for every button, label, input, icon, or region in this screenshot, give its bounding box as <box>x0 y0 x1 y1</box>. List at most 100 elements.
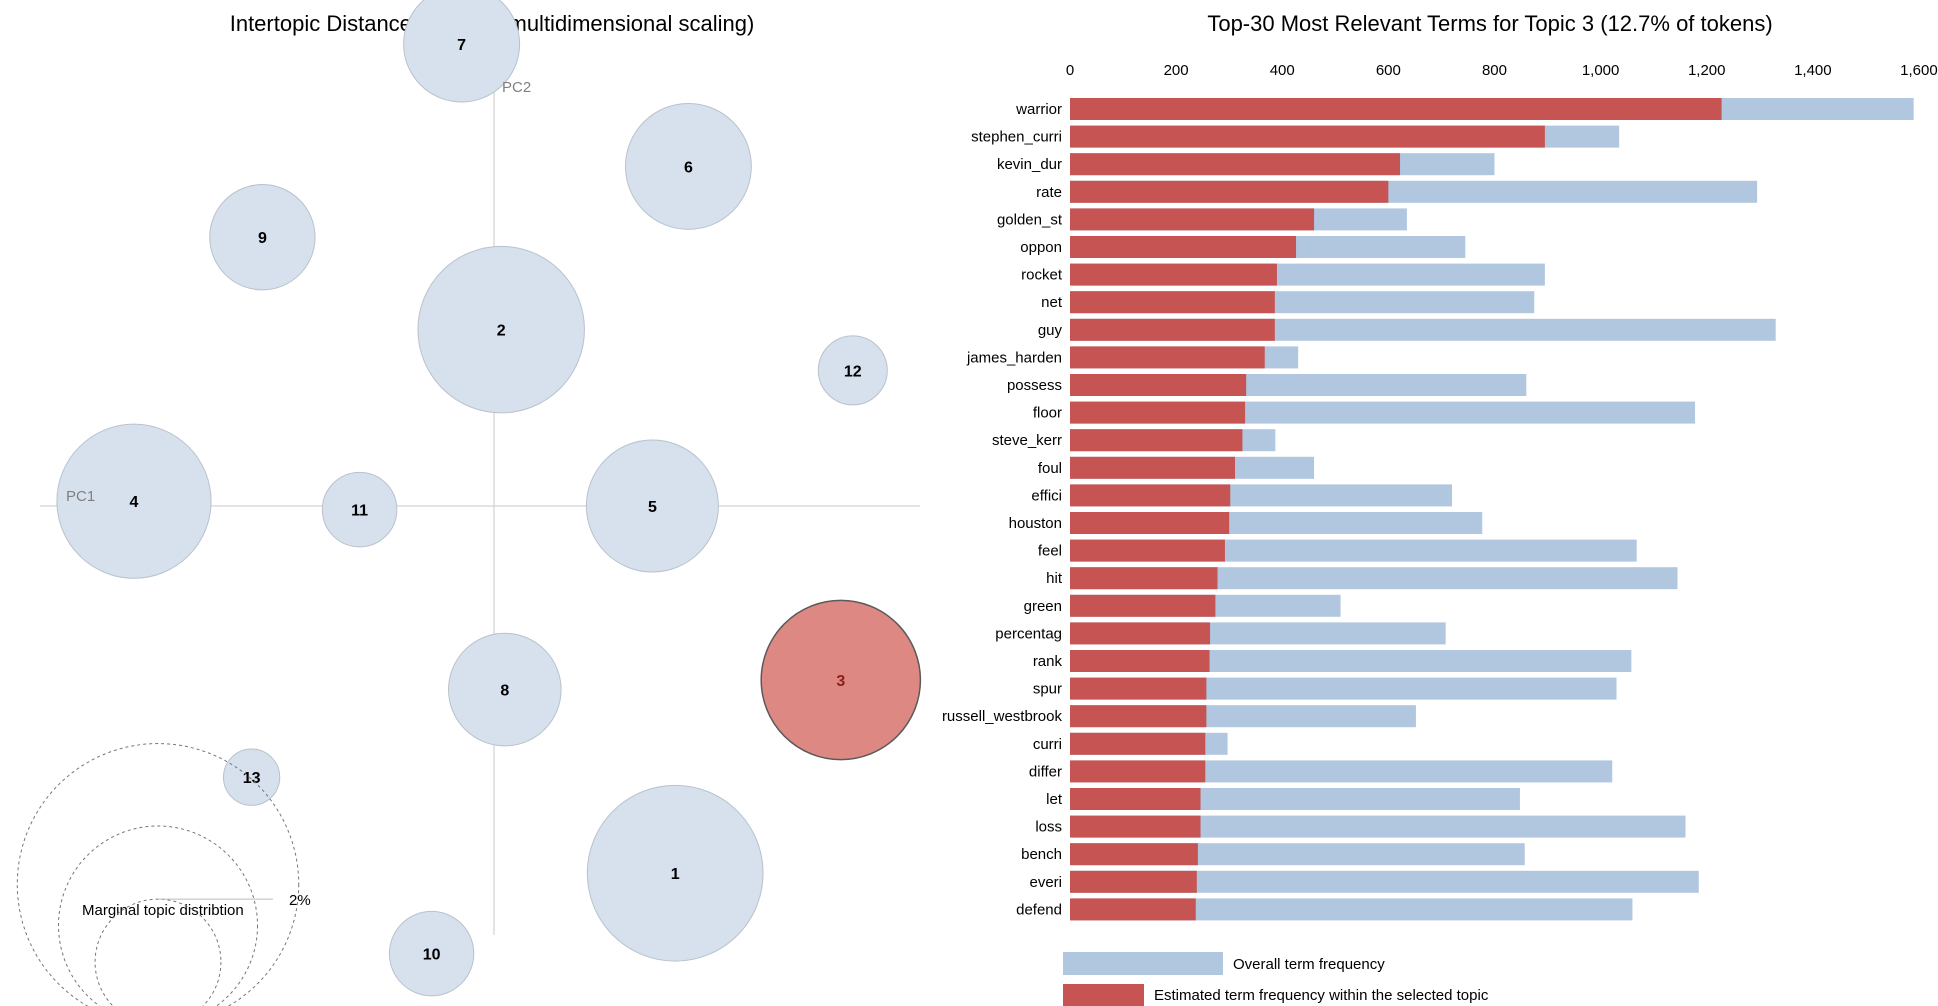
topic-bar-spur[interactable] <box>1070 677 1207 700</box>
x-tick-label-6: 1,200 <box>1688 62 1726 79</box>
topic-bubble-11[interactable] <box>321 471 398 548</box>
topic-bar-loss[interactable] <box>1070 815 1201 838</box>
topic-bar-let[interactable] <box>1070 788 1201 810</box>
topic-label-10: 10 <box>423 947 441 964</box>
term-label-curri[interactable]: curri <box>1033 736 1062 753</box>
topic-bubble-12[interactable] <box>817 335 888 406</box>
topic-bar-guy[interactable] <box>1070 318 1275 341</box>
marginal-circle-1 <box>58 825 258 1006</box>
term-label-rate[interactable]: rate <box>1036 184 1062 201</box>
term-label-floor[interactable]: floor <box>1033 405 1062 422</box>
topic-bar-james_harden[interactable] <box>1070 346 1265 369</box>
term-label-foul[interactable]: foul <box>1038 460 1062 477</box>
term-label-steve_kerr[interactable]: steve_kerr <box>992 432 1062 449</box>
overall-bar-loss[interactable] <box>1070 815 1686 838</box>
pc2-axis-label: PC2 <box>502 79 531 96</box>
term-label-houston[interactable]: houston <box>1009 515 1062 532</box>
term-label-golden_st[interactable]: golden_st <box>997 211 1063 228</box>
topic-bar-possess[interactable] <box>1070 374 1247 396</box>
topic-bar-rocket[interactable] <box>1070 263 1277 286</box>
term-label-hit[interactable]: hit <box>1046 570 1063 587</box>
term-label-green[interactable]: green <box>1024 598 1062 615</box>
topic-bar-warrior[interactable] <box>1070 98 1722 120</box>
topic-bar-rate[interactable] <box>1070 180 1389 203</box>
topic-bar-steve_kerr[interactable] <box>1070 429 1243 452</box>
pc1-axis-label: PC1 <box>66 488 95 505</box>
marginal-circle-0 <box>16 743 300 1006</box>
topic-bar-kevin_dur[interactable] <box>1070 153 1401 176</box>
x-tick-label-3: 600 <box>1376 62 1401 79</box>
topic-bar-everi[interactable] <box>1070 870 1197 893</box>
term-label-warrior[interactable]: warrior <box>1015 101 1062 118</box>
overall-bar-spur[interactable] <box>1070 677 1617 700</box>
topic-bar-percentag[interactable] <box>1070 622 1211 645</box>
term-label-oppon[interactable]: oppon <box>1020 239 1062 256</box>
topic-bubble-2[interactable] <box>417 245 585 414</box>
x-tick-label-8: 1,600 <box>1900 62 1938 79</box>
topic-bubble-9[interactable] <box>209 184 316 291</box>
x-tick-label-0: 0 <box>1066 62 1074 79</box>
term-label-defend[interactable]: defend <box>1016 901 1062 918</box>
topic-bubble-8[interactable] <box>448 632 562 747</box>
term-label-everi[interactable]: everi <box>1029 874 1062 891</box>
bar-legend: Overall term frequency Estimated term fr… <box>1063 952 1489 1006</box>
x-tick-label-5: 1,000 <box>1582 62 1620 79</box>
topic-bar-houston[interactable] <box>1070 512 1230 534</box>
topic-bar-green[interactable] <box>1070 594 1216 617</box>
overall-bar-differ[interactable] <box>1070 760 1613 783</box>
marginal-topic-distribution: Marginal topic distribtion 2% <box>16 743 311 1006</box>
topic-bubble-1[interactable] <box>586 784 764 962</box>
topic-bubble-4[interactable] <box>56 423 212 579</box>
term-label-let[interactable]: let <box>1046 791 1063 808</box>
topic-bar-oppon[interactable] <box>1070 236 1297 258</box>
topic-bubble-13[interactable] <box>222 748 281 806</box>
marginal-label-0: 2% <box>289 892 311 909</box>
overall-bar-hit[interactable] <box>1070 567 1678 590</box>
topic-bar-differ[interactable] <box>1070 760 1206 783</box>
topic-bar-effici[interactable] <box>1070 484 1231 507</box>
term-label-feel[interactable]: feel <box>1038 543 1062 560</box>
term-label-loss[interactable]: loss <box>1035 819 1062 836</box>
topic-bar-rank[interactable] <box>1070 650 1210 672</box>
topic-bubble-6[interactable] <box>624 102 752 230</box>
term-label-rank[interactable]: rank <box>1033 653 1063 670</box>
term-label-percentag[interactable]: percentag <box>995 625 1062 642</box>
topic-bar-russell_westbrook[interactable] <box>1070 705 1207 728</box>
topic-bubble-10[interactable] <box>388 910 475 997</box>
term-label-russell_westbrook[interactable]: russell_westbrook <box>942 708 1063 725</box>
term-label-bench[interactable]: bench <box>1021 846 1062 863</box>
term-label-rocket[interactable]: rocket <box>1021 267 1063 284</box>
topic-label-3: 3 <box>836 673 845 690</box>
term-label-spur[interactable]: spur <box>1033 681 1062 698</box>
topic-bar-golden_st[interactable] <box>1070 208 1315 231</box>
term-label-possess[interactable]: possess <box>1007 377 1062 394</box>
overall-bar-rank[interactable] <box>1070 650 1632 672</box>
relevant-terms-bar-chart: 0 200 400 600 800 1,000 1,200 1,400 1,600 warrior… <box>942 62 1938 921</box>
topic-bar-floor[interactable] <box>1070 401 1246 424</box>
term-label-james_harden[interactable]: james_harden <box>966 349 1062 366</box>
term-label-effici[interactable]: effici <box>1031 487 1062 504</box>
topic-bar-bench[interactable] <box>1070 843 1198 866</box>
topic-bubble-3[interactable] <box>760 599 922 761</box>
term-label-stephen_curri[interactable]: stephen_curri <box>971 129 1062 146</box>
topic-bar-net[interactable] <box>1070 291 1275 314</box>
topic-bubble-7[interactable] <box>403 0 521 103</box>
topic-bar-feel[interactable] <box>1070 539 1225 562</box>
topic-bubble-5[interactable] <box>585 439 719 573</box>
term-label-net[interactable]: net <box>1041 294 1063 311</box>
term-label-kevin_dur[interactable]: kevin_dur <box>997 156 1062 173</box>
term-label-differ[interactable]: differ <box>1029 763 1062 780</box>
topic-label-9: 9 <box>258 230 267 247</box>
overall-bar-defend[interactable] <box>1070 898 1633 921</box>
overall-bar-everi[interactable] <box>1070 870 1699 893</box>
marginal-legend-title: Marginal topic distribtion <box>82 902 244 919</box>
topic-bar-curri[interactable] <box>1070 732 1206 755</box>
term-label-guy[interactable]: guy <box>1038 322 1063 339</box>
topic-bar-foul[interactable] <box>1070 456 1236 479</box>
topic-bar-defend[interactable] <box>1070 898 1196 921</box>
topic-bar-hit[interactable] <box>1070 567 1218 590</box>
topic-label-8: 8 <box>500 683 509 700</box>
relevant-terms-title: Top-30 Most Relevant Terms for Topic 3 (… <box>1207 11 1772 36</box>
topic-bar-stephen_curri[interactable] <box>1070 125 1545 148</box>
